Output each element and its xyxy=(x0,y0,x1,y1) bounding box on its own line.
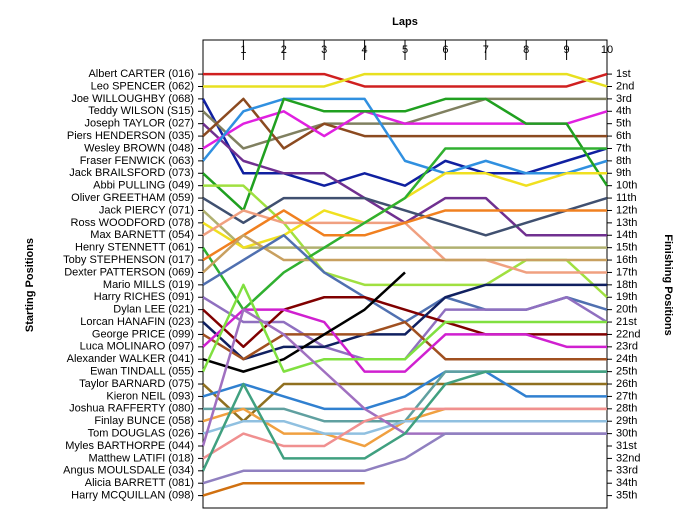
y2-tick-label: 9th xyxy=(616,167,631,179)
series-label: Kieron NEIL (093) xyxy=(106,390,194,402)
series-label: Harry MCQUILLAN (098) xyxy=(71,490,194,502)
series-label: Lorcan HANAFIN (023) xyxy=(80,316,194,328)
series-label: Alexander WALKER (041) xyxy=(67,353,194,365)
y-axis-label: Starting Positions xyxy=(24,238,36,332)
series-line xyxy=(202,271,406,373)
series-label: Dylan LEE (021) xyxy=(113,304,194,316)
y2-tick-label: 11th xyxy=(616,192,637,204)
series-label: Finlay BUNCE (058) xyxy=(94,415,194,427)
series-line xyxy=(202,419,607,435)
y2-tick-label: 15th xyxy=(616,242,637,254)
y2-tick-label: 2nd xyxy=(616,80,634,92)
series-line xyxy=(202,295,607,349)
series-line xyxy=(202,407,607,460)
series-label: Max BARNETT (054) xyxy=(90,229,194,241)
series-label: Luca MOLINARO (097) xyxy=(80,341,194,353)
y2-tick-label: 13th xyxy=(616,217,637,229)
series-line xyxy=(201,98,608,187)
y2-tick-label: 30th xyxy=(616,428,637,440)
series-label: Matthew LATIFI (018) xyxy=(88,452,194,464)
series-line xyxy=(202,97,608,175)
series-line xyxy=(202,432,607,485)
y2-tick-label: 12th xyxy=(616,204,637,216)
y2-tick-label: 14th xyxy=(616,229,637,241)
y2-tick-label: 31st xyxy=(616,440,637,452)
series-label: Joe WILLOUGHBY (068) xyxy=(71,93,194,105)
series-label: Angus MOULSDALE (034) xyxy=(63,465,194,477)
series-label: Myles BARTHORPE (044) xyxy=(65,440,194,452)
series-label: Ross WOODFORD (078) xyxy=(71,217,194,229)
y2-tick-label: 17th xyxy=(616,266,637,278)
y2-tick-label: 24th xyxy=(616,353,637,365)
series-label: Wesley BROWN (048) xyxy=(84,142,194,154)
series-label: Albert CARTER (016) xyxy=(88,68,194,80)
y2-tick-label: 33rd xyxy=(616,465,638,477)
series-label: Tom DOUGLAS (026) xyxy=(88,428,194,440)
y2-tick-label: 27th xyxy=(616,390,637,402)
series-label: Taylor BARNARD (075) xyxy=(79,378,194,390)
series-label: Ewan TINDALL (055) xyxy=(90,366,194,378)
y2-tick-label: 25th xyxy=(616,366,637,378)
y2-tick-label: 4th xyxy=(616,105,631,117)
y2-tick-label: 23rd xyxy=(616,341,638,353)
series-label: Mario MILLS (019) xyxy=(103,279,194,291)
series-line xyxy=(202,209,607,262)
series-label: Toby STEPHENSON (017) xyxy=(63,254,194,266)
series-label: Jack BRAILSFORD (073) xyxy=(69,167,194,179)
series-line xyxy=(202,382,607,423)
y2-tick-label: 16th xyxy=(616,254,637,266)
series-label: Abbi PULLING (049) xyxy=(93,180,194,192)
y2-tick-label: 35th xyxy=(616,490,637,502)
y2-tick-label: 28th xyxy=(616,403,637,415)
y2-tick-label: 21st xyxy=(616,316,637,328)
series-label: Leo SPENCER (062) xyxy=(91,80,194,92)
series-label: Joseph TAYLOR (027) xyxy=(85,118,194,130)
y2-tick-label: 6th xyxy=(616,130,631,142)
y2-axis-label: Finishing Positions xyxy=(662,234,674,335)
series-line xyxy=(201,147,607,311)
y2-tick-label: 18th xyxy=(616,279,637,291)
series-label: Piers HENDERSON (035) xyxy=(67,130,194,142)
series-label: Dexter PATTERSON (069) xyxy=(64,266,194,278)
y2-tick-label: 7th xyxy=(616,142,631,154)
y2-tick-label: 29th xyxy=(616,415,637,427)
y2-tick-label: 20th xyxy=(616,304,637,316)
y2-tick-label: 19th xyxy=(616,291,637,303)
series-label: Joshua RAFFERTY (080) xyxy=(69,403,194,415)
y2-tick-label: 5th xyxy=(616,118,631,130)
series-line xyxy=(202,97,607,150)
series-label: George PRICE (099) xyxy=(92,328,194,340)
series-line xyxy=(202,370,607,411)
series-label: Henry STENNETT (061) xyxy=(75,242,194,254)
series-line xyxy=(202,196,608,237)
series-label: Harry RICHES (091) xyxy=(94,291,194,303)
series-label: Teddy WILSON (S15) xyxy=(88,105,194,117)
y2-tick-label: 22nd xyxy=(616,328,640,340)
series-line xyxy=(203,72,608,88)
y2-tick-label: 3rd xyxy=(616,93,632,105)
chart-title: Laps xyxy=(392,16,418,28)
series-line xyxy=(201,283,607,373)
y2-tick-label: 26th xyxy=(616,378,637,390)
series-line xyxy=(202,481,365,497)
series-label: Alicia BARRETT (081) xyxy=(85,477,194,489)
y2-tick-label: 34th xyxy=(616,477,637,489)
series-line xyxy=(202,234,607,274)
series-line xyxy=(202,283,607,361)
series-line xyxy=(202,209,607,249)
series-line xyxy=(202,97,609,212)
series-label: Jack PIERCY (071) xyxy=(99,204,194,216)
y2-tick-label: 10th xyxy=(616,180,637,192)
series-line xyxy=(201,370,607,472)
series-line xyxy=(202,308,607,373)
series-line xyxy=(203,72,608,88)
y2-tick-label: 1st xyxy=(616,68,631,80)
y2-tick-label: 8th xyxy=(616,155,631,167)
y2-tick-label: 32nd xyxy=(616,452,640,464)
series-label: Fraser FENWICK (063) xyxy=(80,155,194,167)
series-label: Oliver GREETHAM (059) xyxy=(71,192,194,204)
